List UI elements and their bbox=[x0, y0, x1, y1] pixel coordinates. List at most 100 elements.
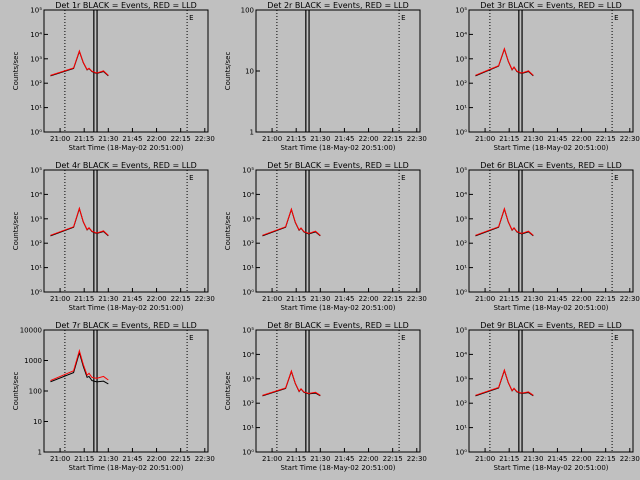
y-tick-label: 10³ bbox=[30, 215, 42, 223]
x-tick-label: 21:30 bbox=[98, 135, 118, 143]
x-tick-label: 22:30 bbox=[407, 135, 427, 143]
x-tick-label: 21:45 bbox=[547, 455, 567, 463]
panel-det8: Det 8r BLACK = Events, RED = LLD 10⁰ 10¹ 10… bbox=[224, 321, 427, 472]
y-axis-label: Counts/sec bbox=[224, 372, 232, 411]
y-tick-label: 10³ bbox=[455, 55, 467, 63]
x-tick-label: 22:00 bbox=[358, 295, 378, 303]
panel-det3: Det 3r BLACK = Events, RED = LLD 10⁰ 10¹ 10… bbox=[455, 1, 640, 152]
y-tick-label: 10⁵ bbox=[30, 167, 42, 175]
y-tick-label: 10¹ bbox=[455, 424, 467, 432]
plot-frame bbox=[43, 9, 209, 133]
x-tick-label: 22:00 bbox=[146, 455, 166, 463]
x-tick-label: 21:45 bbox=[122, 455, 142, 463]
x-tick-label: 21:45 bbox=[334, 455, 354, 463]
x-tick-label: 22:30 bbox=[620, 135, 640, 143]
x-axis-label: Start Time (18-May-02 20:51:00) bbox=[493, 464, 608, 472]
panel-det5: Det 5r BLACK = Events, RED = LLD 10⁰ 10¹ 10… bbox=[224, 161, 427, 312]
y-tick-label: 10⁵ bbox=[455, 7, 467, 15]
x-axis-label: Start Time (18-May-02 20:51:00) bbox=[280, 464, 395, 472]
y-tick-label: 10⁵ bbox=[455, 327, 467, 335]
y-tick-label: 10² bbox=[242, 400, 254, 408]
x-tick-label: 21:15 bbox=[499, 135, 519, 143]
y-tick-label: 10³ bbox=[242, 375, 254, 383]
panel-det1: Det 1r BLACK = Events, RED = LLD 10⁰ 10¹ 10… bbox=[12, 1, 215, 152]
y-axis-label: Counts/sec bbox=[12, 52, 20, 91]
x-tick-label: 21:30 bbox=[523, 455, 543, 463]
x-tick-label: 22:30 bbox=[407, 295, 427, 303]
panel-title: Det 4r BLACK = Events, RED = LLD bbox=[55, 161, 197, 170]
x-tick-label: 22:30 bbox=[195, 295, 215, 303]
y-tick-label: 10² bbox=[242, 240, 254, 248]
y-tick-label: 10⁵ bbox=[242, 167, 254, 175]
series-lld bbox=[262, 207, 321, 236]
x-tick-label: 21:15 bbox=[286, 295, 306, 303]
flag-label: E bbox=[401, 14, 405, 22]
x-tick-label: 21:00 bbox=[262, 135, 282, 143]
y-tick-label: 10¹ bbox=[30, 264, 42, 272]
y-tick-label: 10⁴ bbox=[242, 191, 254, 199]
panel-det6: Det 6r BLACK = Events, RED = LLD 10⁰ 10¹ 10… bbox=[455, 161, 640, 312]
x-tick-label: 22:15 bbox=[171, 135, 191, 143]
x-tick-label: 21:00 bbox=[475, 295, 495, 303]
flag-label: E bbox=[189, 14, 193, 22]
series-lld bbox=[475, 206, 534, 236]
x-tick-label: 22:00 bbox=[358, 135, 378, 143]
y-tick-label: 100 bbox=[241, 7, 254, 15]
x-tick-label: 22:00 bbox=[146, 135, 166, 143]
series-lld bbox=[475, 47, 534, 76]
x-tick-label: 22:15 bbox=[171, 295, 191, 303]
y-tick-label: 10² bbox=[455, 80, 467, 88]
y-tick-label: 10⁵ bbox=[242, 327, 254, 335]
x-axis-label: Start Time (18-May-02 20:51:00) bbox=[68, 464, 183, 472]
x-tick-label: 21:30 bbox=[98, 455, 118, 463]
flag-label: E bbox=[614, 334, 618, 342]
x-tick-label: 22:15 bbox=[596, 455, 616, 463]
x-tick-label: 22:00 bbox=[571, 295, 591, 303]
plot-frame bbox=[468, 9, 634, 133]
y-tick-label: 10³ bbox=[30, 55, 42, 63]
y-tick-label: 10¹ bbox=[455, 264, 467, 272]
x-tick-label: 22:00 bbox=[571, 135, 591, 143]
flag-label: E bbox=[401, 334, 405, 342]
series-lld bbox=[50, 348, 109, 382]
x-tick-label: 21:00 bbox=[475, 455, 495, 463]
y-tick-label: 10¹ bbox=[30, 104, 42, 112]
x-tick-label: 21:00 bbox=[262, 455, 282, 463]
x-tick-label: 21:15 bbox=[499, 295, 519, 303]
y-tick-label: 10⁰ bbox=[455, 289, 467, 297]
x-tick-label: 21:15 bbox=[74, 135, 94, 143]
panel-title: Det 7r BLACK = Events, RED = LLD bbox=[55, 321, 197, 330]
y-tick-label: 100 bbox=[29, 388, 42, 396]
flag-label: E bbox=[189, 174, 193, 182]
x-tick-label: 22:30 bbox=[620, 455, 640, 463]
x-tick-label: 21:30 bbox=[310, 135, 330, 143]
y-tick-label: 10⁰ bbox=[242, 289, 254, 297]
y-tick-label: 10¹ bbox=[242, 424, 254, 432]
x-tick-label: 21:00 bbox=[262, 295, 282, 303]
y-tick-label: 10² bbox=[30, 240, 42, 248]
y-tick-label: 10¹ bbox=[455, 104, 467, 112]
x-tick-label: 21:45 bbox=[547, 135, 567, 143]
x-tick-label: 21:45 bbox=[122, 135, 142, 143]
y-axis-label: Counts/sec bbox=[224, 52, 232, 91]
series-lld bbox=[50, 49, 109, 76]
x-tick-label: 21:30 bbox=[523, 135, 543, 143]
plot-frame bbox=[43, 169, 209, 293]
y-tick-label: 10¹ bbox=[242, 264, 254, 272]
x-tick-label: 21:15 bbox=[74, 295, 94, 303]
x-tick-label: 21:45 bbox=[334, 135, 354, 143]
panel-det9: Det 9r BLACK = Events, RED = LLD 10⁰ 10¹ 10… bbox=[455, 321, 640, 472]
y-tick-label: 10⁴ bbox=[455, 31, 467, 39]
plot-frame bbox=[255, 329, 421, 453]
x-tick-label: 22:30 bbox=[407, 455, 427, 463]
flag-label: E bbox=[614, 174, 618, 182]
flag-label: E bbox=[189, 334, 193, 342]
x-axis-label: Start Time (18-May-02 20:51:00) bbox=[493, 304, 608, 312]
y-tick-label: 10⁰ bbox=[455, 449, 467, 457]
x-tick-label: 21:30 bbox=[310, 295, 330, 303]
x-tick-label: 21:45 bbox=[122, 295, 142, 303]
panel-det7: Det 7r BLACK = Events, RED = LLD 1 10 100 10… bbox=[12, 321, 215, 472]
y-tick-label: 1 bbox=[38, 449, 42, 457]
x-tick-label: 21:00 bbox=[475, 135, 495, 143]
x-tick-label: 21:15 bbox=[286, 455, 306, 463]
